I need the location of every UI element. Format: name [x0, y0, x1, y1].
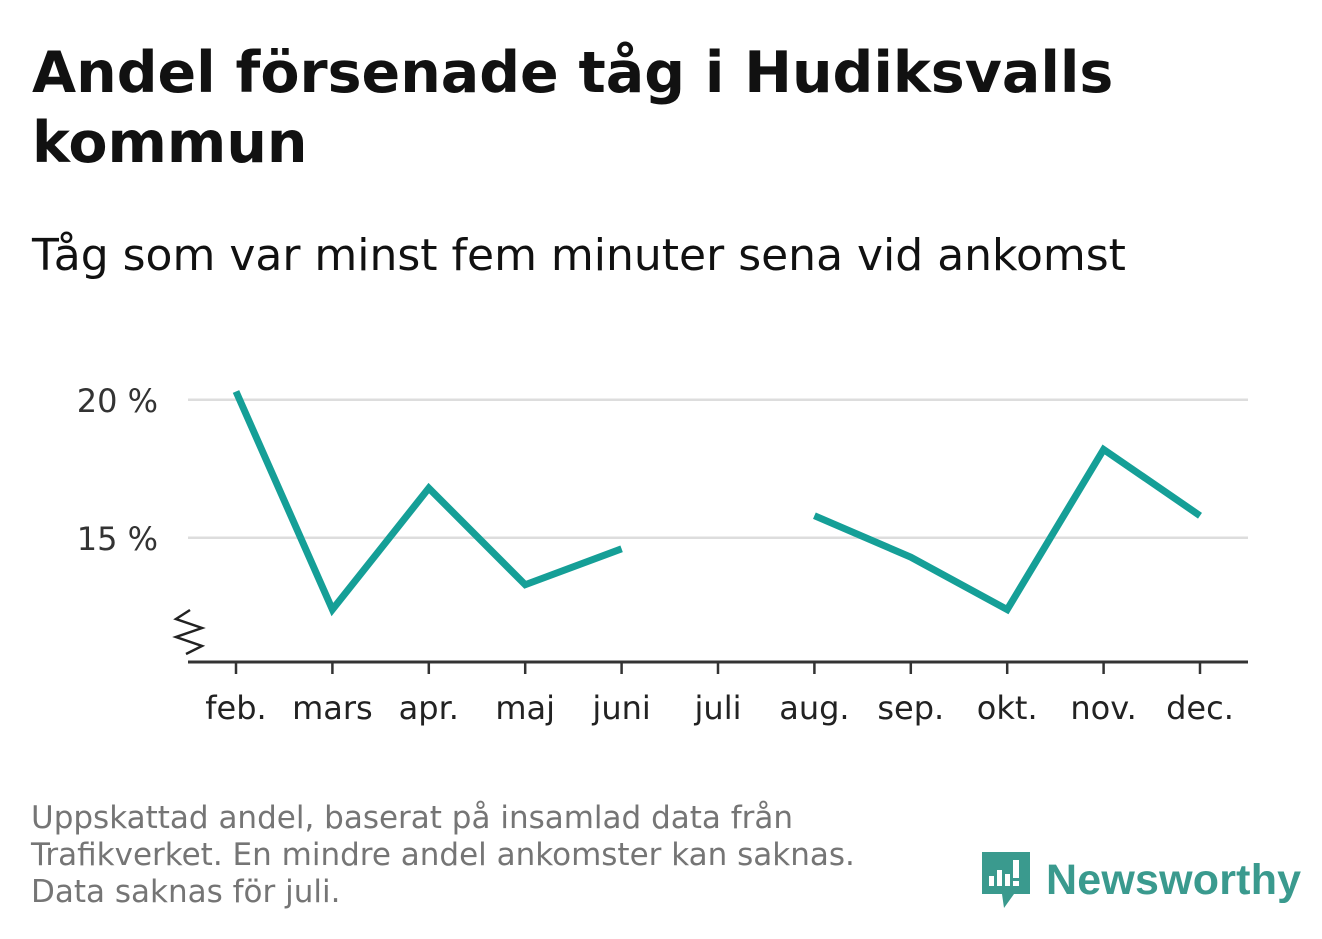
- y-tick-label: 20 %: [77, 382, 158, 420]
- x-tick-label: feb.: [205, 689, 266, 727]
- footnote-line-1: Uppskattad andel, baserat på insamlad da…: [31, 800, 855, 873]
- x-tick-label: juli: [694, 689, 742, 727]
- x-tick-label: dec.: [1166, 689, 1234, 727]
- series-line-segment: [232, 390, 623, 617]
- x-tick-label: maj: [495, 689, 555, 727]
- newsworthy-logo-icon: [982, 852, 1030, 908]
- footnote-line-2: Data saknas för juli.: [31, 874, 341, 910]
- y-axis: 15 % 20 %: [77, 382, 206, 656]
- y-tick-label: 15 %: [77, 520, 158, 558]
- series-lines: [232, 390, 1202, 617]
- footnote: Uppskattad andel, baserat på insamlad da…: [31, 800, 971, 911]
- x-axis: feb. mars apr. maj juni juli aug. sep. okt. nov. d…: [188, 660, 1248, 727]
- chart-subtitle: Tåg som var minst fem minuter sena vid a…: [32, 230, 1126, 281]
- line-chart: 15 % 20 % feb. mars apr. maj juni juli aug. sep.…: [77, 382, 1248, 727]
- x-tick-label: sep.: [877, 689, 944, 727]
- gridlines: [188, 398, 1248, 540]
- x-tick-label: apr.: [399, 689, 459, 727]
- brand-name: Newsworthy: [1046, 855, 1302, 904]
- axis-break-icon: [172, 608, 206, 656]
- chart-title: Andel försenade tåg i Hudiksvalls kommun: [32, 40, 1114, 176]
- x-tick-label: okt.: [977, 689, 1038, 727]
- series-line-segment: [813, 444, 1202, 615]
- x-tick-label: nov.: [1070, 689, 1136, 727]
- brand-logo[interactable]: Newsworthy: [980, 848, 1301, 912]
- x-tick-label: aug.: [779, 689, 849, 727]
- x-tick-label: mars: [292, 689, 373, 727]
- x-tick-label: juni: [591, 689, 650, 727]
